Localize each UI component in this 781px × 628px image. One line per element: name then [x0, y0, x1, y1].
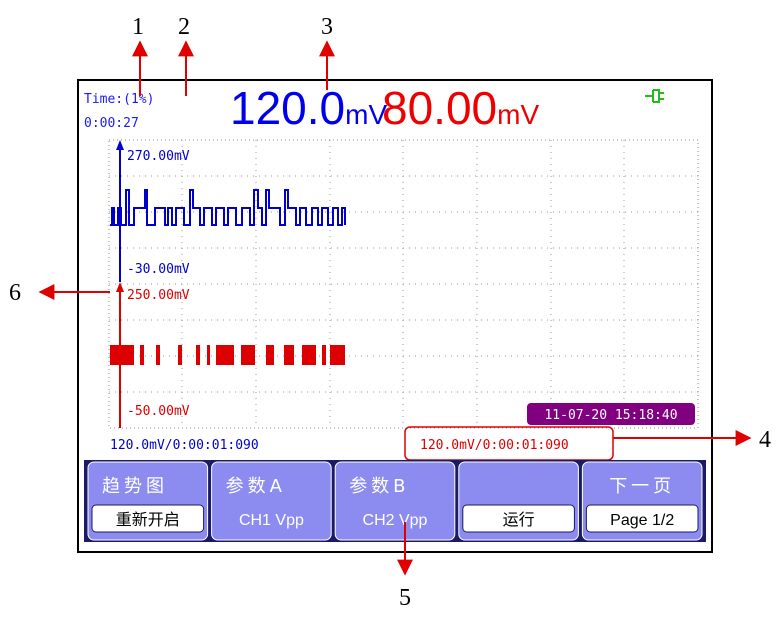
- ch1-readout: 120.0mV/0:00:01:090: [110, 438, 259, 453]
- ch2-unit: mV: [497, 99, 539, 130]
- datetime-box: [527, 403, 695, 425]
- menu-bottom-label: 重新开启: [116, 511, 180, 529]
- ch1-bottom-label: -30.00mV: [127, 262, 190, 277]
- menu-bottom-label: CH2 Vpp: [363, 512, 428, 529]
- callout-6: 6: [9, 280, 21, 306]
- ch2-value: 80.00: [382, 82, 497, 134]
- ch1-waveform: [110, 189, 346, 226]
- menu-button: [334, 461, 456, 541]
- callout-1: 1: [132, 14, 144, 40]
- menu-bottom-box: [462, 504, 575, 533]
- grid: [109, 140, 698, 428]
- menu-top-label: 参数A: [226, 476, 286, 497]
- callout-3: 3: [321, 14, 333, 40]
- ch2-reading: 80.00mV: [382, 82, 539, 134]
- ch2-axis-arrow: [116, 282, 124, 292]
- ch2-waveform: [110, 345, 345, 365]
- menu-top-label: 参数B: [349, 476, 409, 497]
- menu-button: [211, 461, 332, 541]
- ch1-top-label: 270.00mV: [127, 149, 190, 164]
- menu-bottom-label: Page 1/2: [610, 512, 674, 529]
- power-icon: [645, 89, 664, 103]
- ch1-axis-arrow: [116, 140, 124, 150]
- ch2-bottom-label: -50.00mV: [127, 404, 190, 419]
- datetime: 11-07-20 15:18:40: [544, 408, 677, 423]
- menu-bottom-box: [585, 504, 699, 533]
- callout-4: 4: [759, 427, 771, 453]
- time-label: Time:(1%): [84, 92, 154, 107]
- callout-2: 2: [178, 14, 190, 40]
- ch1-reading: 120.0mV: [230, 82, 387, 134]
- ch2-readout: 120.0mV/0:00:01:090: [420, 438, 569, 453]
- menu-bottom-box: [91, 504, 205, 533]
- ch1-unit: mV: [345, 99, 387, 130]
- ch2-top-label: 250.00mV: [127, 288, 190, 303]
- menu-bottom-label: 运行: [503, 511, 535, 529]
- callout-5: 5: [399, 585, 411, 611]
- ch1-value: 120.0: [230, 82, 345, 134]
- menu-top-label: 趋势图: [102, 476, 168, 497]
- menu-top-label: 下一页: [609, 476, 675, 497]
- menu-bottom-label: CH1 Vpp: [239, 512, 304, 529]
- time-value: 0:00:27: [84, 116, 139, 131]
- callout-arrows: [38, 40, 752, 576]
